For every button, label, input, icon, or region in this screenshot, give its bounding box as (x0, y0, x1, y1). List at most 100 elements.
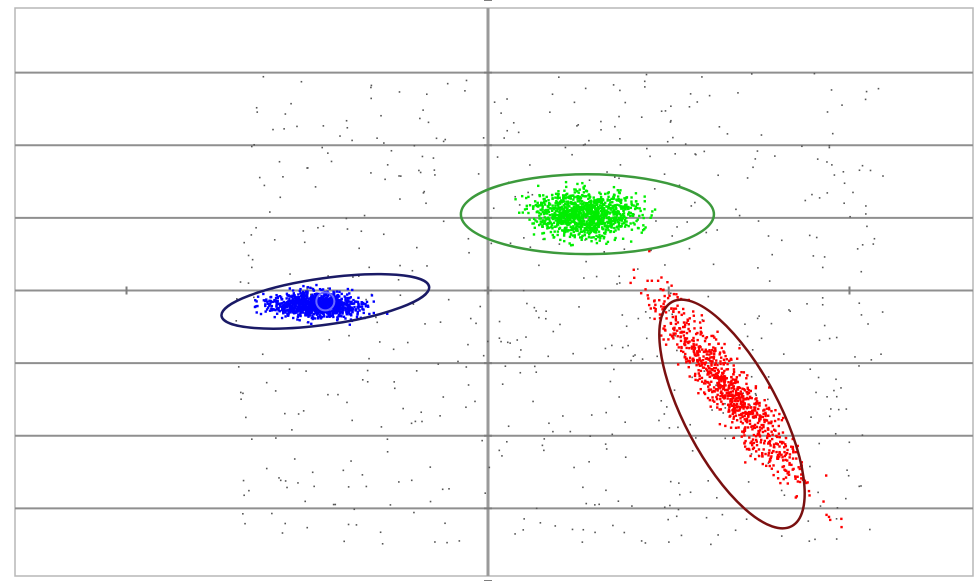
data-point (261, 353, 264, 356)
data-point (653, 188, 656, 190)
data-point (346, 287, 350, 291)
data-point (533, 200, 537, 203)
data-point (598, 233, 601, 237)
data-point (656, 355, 658, 358)
data-point (294, 295, 297, 299)
data-point (251, 258, 254, 261)
data-point (423, 190, 426, 193)
data-point (338, 309, 341, 313)
data-point (768, 458, 772, 461)
data-point (719, 387, 722, 390)
data-point (570, 215, 573, 219)
data-point (349, 308, 352, 312)
data-point (332, 315, 335, 319)
data-point (624, 216, 628, 220)
data-point (573, 101, 576, 104)
data-point (738, 409, 741, 412)
data-point (578, 232, 581, 235)
data-point (289, 295, 292, 298)
data-point (786, 448, 789, 452)
data-point (551, 204, 554, 207)
data-point (324, 305, 328, 309)
data-point (565, 219, 569, 222)
data-point (398, 175, 400, 177)
data-point (600, 208, 604, 211)
data-point (310, 293, 312, 296)
data-point (439, 321, 442, 323)
data-point (729, 390, 732, 394)
data-point (442, 396, 445, 398)
data-point (547, 202, 551, 205)
data-point (728, 359, 731, 363)
data-point (565, 223, 569, 226)
data-point (340, 300, 343, 304)
data-point (719, 362, 722, 366)
data-point (580, 206, 583, 209)
data-point (670, 307, 673, 310)
data-point (327, 152, 329, 154)
data-point (535, 371, 538, 373)
data-point (824, 474, 828, 477)
data-point (517, 131, 520, 134)
data-point (707, 357, 710, 361)
data-point (384, 178, 386, 181)
data-point (558, 202, 561, 205)
data-point (370, 172, 372, 174)
data-point (720, 385, 723, 388)
data-point (560, 219, 563, 223)
data-point (549, 230, 553, 234)
data-point (506, 341, 509, 344)
data-point (248, 489, 250, 492)
data-point (583, 229, 586, 232)
data-point (278, 295, 282, 298)
data-point (746, 386, 749, 389)
data-point (693, 320, 696, 323)
data-point (711, 396, 714, 399)
data-point (821, 266, 824, 269)
data-point (297, 308, 300, 312)
data-point (602, 222, 605, 225)
data-point (698, 357, 701, 360)
data-point (609, 223, 612, 227)
data-point (318, 287, 322, 291)
data-point (514, 195, 517, 198)
data-point (726, 397, 729, 400)
data-point (293, 305, 297, 308)
data-point (707, 389, 711, 392)
data-point (737, 92, 739, 94)
data-point (653, 208, 657, 211)
data-point (660, 334, 663, 337)
data-point (670, 105, 672, 108)
data-point (264, 304, 267, 308)
data-point (781, 459, 785, 462)
data-point (754, 457, 757, 461)
data-point (523, 237, 525, 239)
data-point (792, 451, 795, 454)
data-point (322, 225, 325, 228)
data-point (389, 504, 392, 506)
data-point (606, 240, 610, 244)
data-point (734, 381, 737, 384)
data-point (398, 481, 400, 483)
data-point (313, 308, 316, 311)
data-point (575, 209, 578, 213)
data-point (501, 455, 503, 457)
data-point (709, 371, 713, 375)
data-point (352, 298, 355, 302)
data-point (794, 475, 797, 478)
data-point (337, 298, 340, 302)
data-point (716, 382, 720, 386)
data-point (750, 375, 753, 378)
data-point (348, 305, 352, 309)
data-point (587, 223, 590, 227)
data-point (552, 215, 555, 218)
data-point (554, 206, 557, 210)
data-point (743, 428, 746, 432)
data-point (253, 296, 255, 299)
data-point (676, 335, 679, 338)
data-point (882, 175, 884, 177)
data-point (722, 350, 725, 353)
data-point (603, 213, 606, 217)
data-point (571, 153, 573, 156)
data-point (570, 201, 573, 204)
